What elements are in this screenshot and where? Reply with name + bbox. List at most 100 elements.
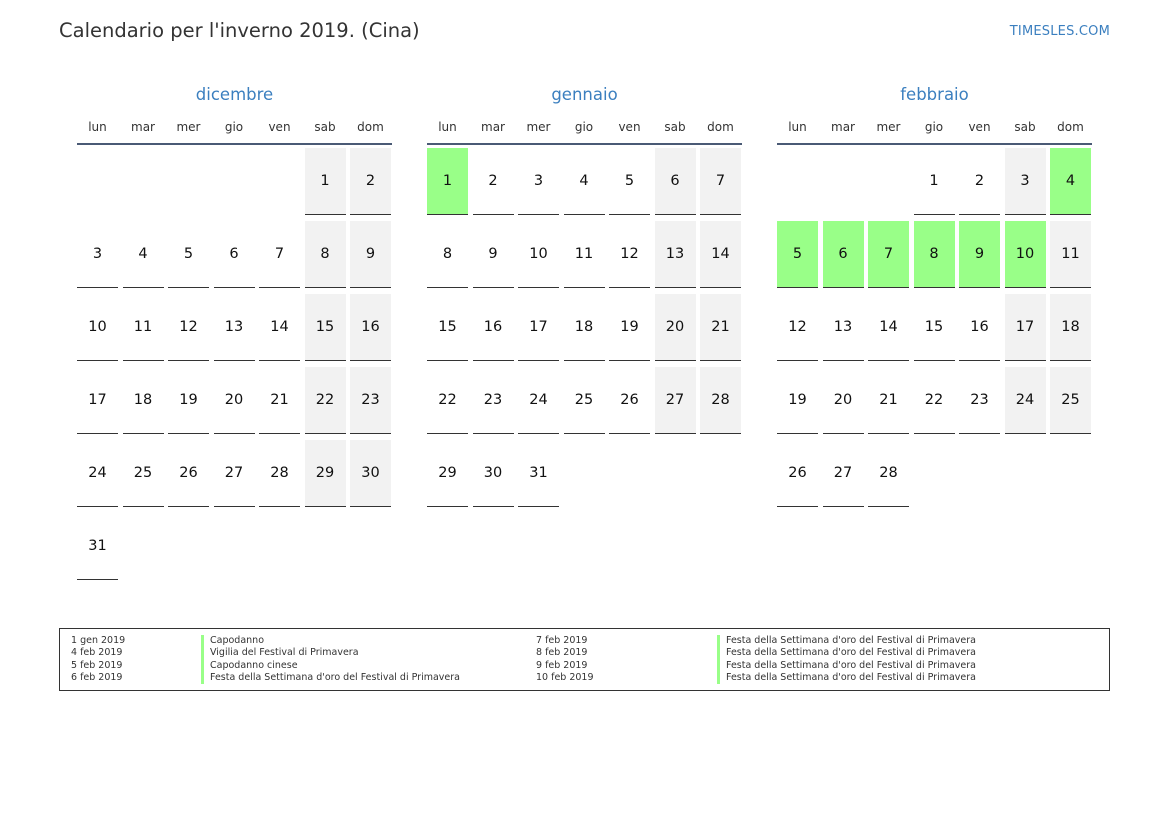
weekday-label: ven (618, 120, 641, 134)
day-cell: 12 (609, 221, 650, 288)
day-cell: 2 (350, 148, 391, 215)
day-cell: 7 (700, 148, 741, 215)
day-cell: 23 (350, 367, 391, 434)
day-cell: 20 (654, 294, 696, 361)
day-cell: 18 (563, 294, 605, 361)
day-cell: 26 (168, 440, 209, 507)
weekday-label: mar (481, 120, 505, 134)
day-cell: 10 (77, 294, 118, 361)
weekday-label: ven (268, 120, 291, 134)
day-cell: 21 (868, 367, 909, 434)
day-cell: 5 (777, 221, 818, 288)
day-cell: 27 (213, 440, 255, 507)
day-cell: 29 (304, 440, 346, 507)
day-cell: 2 (472, 148, 514, 215)
day-cell: 21 (700, 294, 741, 361)
day-cell: 26 (777, 440, 818, 507)
day-cell: 20 (822, 367, 864, 434)
legend-row: 4 feb 2019 Vigilia del Festival di Primav… (60, 647, 1109, 660)
weekday-label: mer (176, 120, 201, 134)
day-cell: 1 (304, 148, 346, 215)
day-cell: 15 (427, 294, 468, 361)
day-cell: 22 (427, 367, 468, 434)
legend-date: 5 feb 2019 (71, 659, 123, 671)
month-title: febbraio (900, 85, 969, 104)
weekday-header: lun mar mer gio ven sab dom (427, 119, 742, 145)
day-cell: 23 (472, 367, 514, 434)
legend-row: 9 feb 2019 Festa della Settimana d'oro de… (60, 659, 1109, 672)
brand-link[interactable]: TIMESLES.COM (1009, 24, 1110, 39)
day-cell: 30 (472, 440, 514, 507)
day-cell: 12 (777, 294, 818, 361)
day-cell: 15 (913, 294, 955, 361)
day-cell: 28 (700, 367, 741, 434)
month-0: dicembre lun mar mer gio ven sab dom 1 2 3 4 5 6 7 8 9 10… (60, 83, 392, 580)
day-cell: 8 (304, 221, 346, 288)
weekday-label: gio (574, 120, 594, 134)
weekday-label: lun (88, 120, 107, 134)
day-cell: 25 (1050, 367, 1091, 434)
weekday-label: lun (788, 120, 807, 134)
day-cell: 1 (427, 148, 468, 215)
weekday-label: mar (831, 120, 855, 134)
day-cell: 26 (609, 367, 650, 434)
day-cell: 22 (304, 367, 346, 434)
legend-date: 8 feb 2019 (536, 647, 588, 659)
weekday-label: mer (526, 120, 551, 134)
legend-holiday-name: Capodanno cinese (201, 659, 298, 672)
legend-date: 1 gen 2019 (71, 635, 126, 646)
weekday-label: mar (131, 120, 155, 134)
legend-row: 6 feb 2019 Festa della Settimana d'oro de… (60, 671, 1109, 685)
day-cell: 14 (868, 294, 909, 361)
weekday-label: sab (664, 120, 686, 134)
day-cell: 9 (350, 221, 391, 288)
day-cell: 30 (350, 440, 391, 507)
day-cell: 11 (563, 221, 605, 288)
legend-holiday-name: Vigilia del Festival di Primavera (201, 647, 359, 660)
day-cell: 25 (563, 367, 605, 434)
day-cell: 4 (122, 221, 164, 288)
month-title: dicembre (195, 85, 274, 104)
day-cell: 11 (1050, 221, 1091, 288)
day-cell: 9 (472, 221, 514, 288)
legend-date: 10 feb 2019 (536, 671, 594, 683)
day-cell: 20 (213, 367, 255, 434)
day-cell: 22 (913, 367, 955, 434)
day-cell: 17 (518, 294, 559, 361)
legend-holiday-name: Festa della Settimana d'oro del Festival… (717, 647, 976, 660)
day-cell: 19 (168, 367, 209, 434)
day-cell: 16 (959, 294, 1000, 361)
day-cell: 5 (168, 221, 209, 288)
weekday-label: gio (924, 120, 944, 134)
legend-date: 6 feb 2019 (71, 671, 123, 683)
day-cell: 10 (518, 221, 559, 288)
day-cell: 18 (122, 367, 164, 434)
legend-date: 7 feb 2019 (536, 635, 588, 646)
day-cell: 19 (777, 367, 818, 434)
day-cell: 21 (259, 367, 300, 434)
day-cell: 31 (518, 440, 559, 507)
day-cell: 28 (259, 440, 300, 507)
month-1: gennaio lun mar mer gio ven sab dom 1 2 3 4 5 6 7 8 9 10 1… (410, 83, 742, 507)
day-cell: 4 (1050, 148, 1091, 215)
day-cell: 11 (122, 294, 164, 361)
day-cell: 3 (77, 221, 118, 288)
holiday-legend: 1 gen 2019 Capodanno 4 feb 2019 Vigilia del… (59, 628, 1110, 691)
day-cell: 2 (959, 148, 1000, 215)
day-cell: 10 (1004, 221, 1046, 288)
day-cell: 19 (609, 294, 650, 361)
legend-holiday-name: Festa della Settimana d'oro del Festival… (201, 671, 460, 685)
day-cell: 12 (168, 294, 209, 361)
day-cell: 5 (609, 148, 650, 215)
day-cell: 16 (472, 294, 514, 361)
weekday-label: sab (1014, 120, 1036, 134)
month-2: febbraio lun mar mer gio ven sab dom 1 2 3 4 5 6 7 8 9 10… (760, 83, 1092, 507)
day-cell: 28 (868, 440, 909, 507)
day-cell: 17 (77, 367, 118, 434)
weekday-label: sab (314, 120, 336, 134)
day-cell: 14 (259, 294, 300, 361)
legend-row: 5 feb 2019 Capodanno cinese (60, 659, 1109, 672)
legend-row: 7 feb 2019 Festa della Settimana d'oro de… (60, 635, 1109, 648)
day-cell: 24 (1004, 367, 1046, 434)
day-cell: 8 (427, 221, 468, 288)
